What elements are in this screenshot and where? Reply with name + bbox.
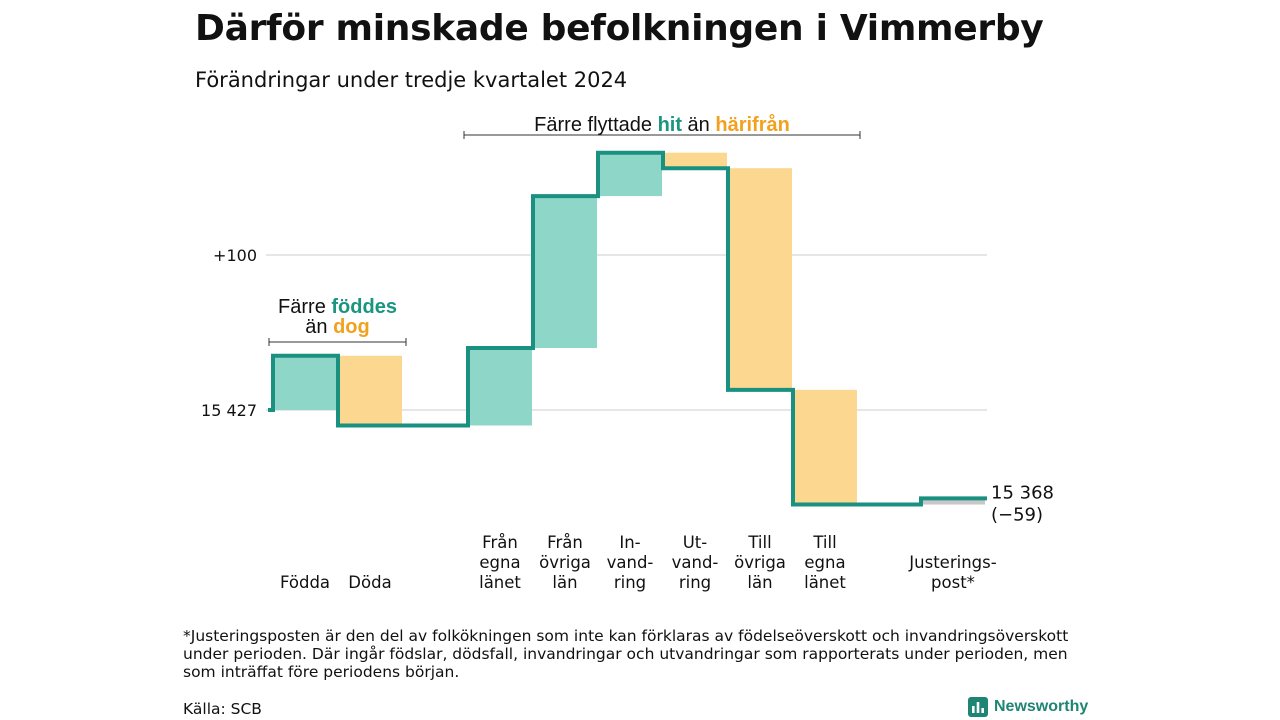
category-label-line: Födda <box>280 573 330 592</box>
category-label-justeringspost: Justerings-post* <box>908 553 996 592</box>
bar-fran_egna_lanet <box>468 348 532 426</box>
category-label-line: egna <box>479 553 520 572</box>
category-label-line: ring <box>614 573 646 592</box>
category-label-line: län <box>552 573 577 592</box>
category-label-line: övriga <box>734 553 786 572</box>
category-label-line: övriga <box>539 553 591 572</box>
bar-fran_ovriga_lan <box>533 196 597 348</box>
category-label-line: Från <box>482 533 518 552</box>
end-value-label: 15 368 <box>991 482 1054 503</box>
category-label-line: Döda <box>348 573 391 592</box>
category-label-line: Ut- <box>683 533 708 552</box>
category-label-line: Från <box>547 533 583 552</box>
chart-title: Därför minskade befolkningen i Vimmerby <box>195 8 1044 49</box>
category-label-line: post* <box>931 573 975 592</box>
bar-till_ovriga_lan <box>728 168 792 390</box>
category-label-line: egna <box>804 553 845 572</box>
category-label-line: länet <box>804 573 846 592</box>
category-label-line: vand- <box>607 553 654 572</box>
source-label: Källa: SCB <box>183 700 262 718</box>
running-total-line <box>268 150 987 507</box>
y-tick-label: +100 <box>213 246 257 265</box>
y-tick-label: 15 427 <box>201 401 257 420</box>
births-annotation-line2: än dog <box>305 316 369 338</box>
newsworthy-brand: Newsworthy <box>968 697 1088 717</box>
category-label-line: Justerings- <box>908 553 996 572</box>
chart-subtitle: Förändringar under tredje kvartalet 2024 <box>195 68 628 92</box>
category-label-line: Till <box>747 533 771 552</box>
category-label-line: ring <box>679 573 711 592</box>
category-label-fodda: Födda <box>280 573 330 592</box>
bar-fodda <box>273 355 337 410</box>
bar-invandring <box>598 152 662 197</box>
category-label-doda: Döda <box>348 573 391 592</box>
bar-utvandring <box>663 152 727 169</box>
bar-till_egna_lanet <box>793 389 857 505</box>
births-annotation-line1: Färre föddes <box>278 296 397 318</box>
footnote: *Justeringsposten är den del av folkökni… <box>183 627 1069 681</box>
category-label-line: län <box>747 573 772 592</box>
bar-chart-logo-icon <box>968 697 988 717</box>
category-label-line: In- <box>619 533 640 552</box>
change-label: (−59) <box>991 504 1043 525</box>
bar-doda <box>338 355 402 426</box>
bar-justeringspost <box>921 498 985 505</box>
category-label-invandring: In-vand-ring <box>607 533 654 592</box>
category-label-line: vand- <box>672 553 719 572</box>
migration-annotation: Färre flyttade hit än härifrån <box>534 113 790 136</box>
brand-label: Newsworthy <box>994 698 1089 715</box>
category-label-line: Till <box>812 533 836 552</box>
category-label-line: länet <box>479 573 521 592</box>
category-label-utvandring: Ut-vand-ring <box>672 533 719 592</box>
